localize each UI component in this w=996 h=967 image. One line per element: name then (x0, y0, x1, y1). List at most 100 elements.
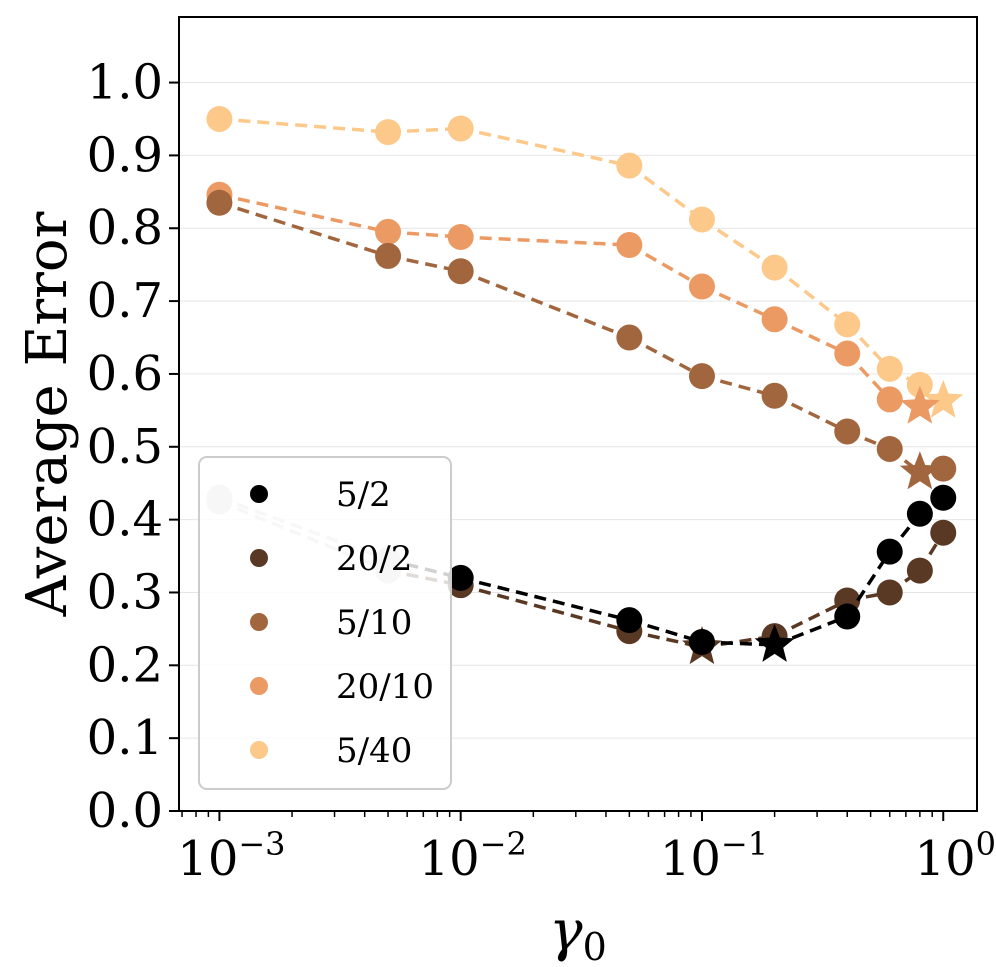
x-axis-title-sub: 0 (583, 925, 607, 967)
legend-marker (250, 485, 268, 503)
series-point (906, 500, 933, 527)
series-line-segment (460, 583, 630, 633)
legend: 5/2 20/2 5/10 20/10 5/40 (198, 456, 452, 790)
axis-ticks: 0.00.10.20.30.40.50.60.70.80.91.010−3 10−… (87, 55, 996, 887)
series-point (876, 579, 903, 606)
y-tick-label: 0.3 (87, 564, 163, 620)
series-point (834, 418, 861, 445)
series-point (930, 484, 957, 511)
series-point (761, 382, 788, 409)
x-tick-exponent: −2 (480, 825, 527, 863)
x-axis-title: γ0 (549, 899, 607, 967)
series-point (876, 538, 903, 565)
x-tick-label: 10−3 (177, 825, 285, 887)
y-tick-label: 0.8 (87, 200, 163, 256)
x-tick-base: 10 (915, 831, 976, 887)
y-axis-title: Average Error (15, 211, 80, 617)
y-tick-label: 0.4 (87, 492, 163, 548)
series-line-segment (460, 235, 630, 247)
series-line-segment (218, 201, 389, 258)
legend-label: 20/10 (336, 667, 434, 707)
series-line-segment (773, 266, 849, 326)
legend-label: 5/10 (336, 603, 412, 643)
y-tick-label: 0.9 (87, 127, 163, 183)
y-tick-label: 0.6 (87, 346, 163, 402)
series-point (688, 206, 715, 233)
legend-marker (250, 677, 268, 695)
series-point (616, 324, 643, 351)
y-tick-label: 0.1 (87, 710, 163, 766)
series-point (761, 306, 788, 333)
series-point (876, 386, 903, 413)
x-tick-exponent: −1 (721, 825, 768, 863)
series-line-segment (628, 243, 703, 289)
series-line-segment (460, 269, 630, 340)
series-star-marker (899, 385, 940, 424)
series-line-segment (460, 576, 630, 622)
series-point (834, 311, 861, 338)
plot-frame (178, 16, 978, 812)
x-tick-label: 10−2 (419, 825, 527, 887)
series-point (206, 189, 233, 216)
legend-marker (250, 741, 268, 759)
series-5-40 (206, 105, 964, 418)
series-point (930, 519, 957, 546)
x-axis-title-main: γ (549, 899, 583, 964)
series-point (447, 564, 474, 591)
series-point (375, 119, 402, 146)
series-point (688, 629, 715, 656)
series-point (447, 115, 474, 142)
series-line-segment (773, 598, 849, 638)
x-tick-base: 10 (660, 831, 721, 887)
x-tick-label: 10−1 (660, 825, 768, 887)
legend-marker (250, 613, 268, 631)
series-point (906, 557, 933, 584)
y-tick-label: 1.0 (87, 55, 163, 111)
x-tick-base: 10 (419, 831, 480, 887)
x-tick-exponent: −3 (238, 825, 285, 863)
series-star-marker (754, 623, 795, 662)
series-line-segment (701, 284, 776, 321)
series-point (834, 603, 861, 630)
series-line-segment (773, 394, 849, 434)
series-star-marker (923, 379, 964, 418)
x-tick-base: 10 (177, 831, 238, 887)
y-tick-label: 0.2 (87, 637, 163, 693)
y-tick-label: 0.5 (87, 419, 163, 475)
y-tick-label: 0.0 (87, 783, 163, 839)
series-line-segment (628, 335, 703, 378)
series-point (375, 218, 402, 245)
series-point (761, 254, 788, 281)
series-point (688, 363, 715, 390)
series-point (930, 455, 957, 482)
legend-label: 5/2 (336, 475, 391, 515)
legend-label: 5/40 (336, 731, 412, 771)
series-point (206, 105, 233, 132)
series-20-10 (206, 181, 940, 424)
series-point (616, 607, 643, 634)
series-line-segment (628, 164, 704, 221)
series-line-segment (701, 218, 776, 270)
series-point (447, 258, 474, 285)
x-tick-exponent: 0 (976, 825, 996, 863)
legend-label: 20/2 (336, 539, 412, 579)
series-line-segment (219, 193, 389, 234)
series-line-segment (460, 126, 630, 168)
series-point (616, 232, 643, 259)
series-star-marker (899, 451, 940, 490)
series-line-segment (219, 117, 389, 134)
series-point (688, 273, 715, 300)
series-point (447, 223, 474, 250)
series-5-10 (206, 189, 957, 490)
series-point (616, 152, 643, 179)
series-point (876, 435, 903, 462)
x-tick-label: 100 (915, 825, 996, 887)
series-point (906, 371, 933, 398)
series-point (834, 340, 861, 367)
legend-box (198, 456, 452, 790)
series-point (375, 242, 402, 269)
series-line-segment (773, 317, 848, 356)
series-point (876, 355, 903, 382)
